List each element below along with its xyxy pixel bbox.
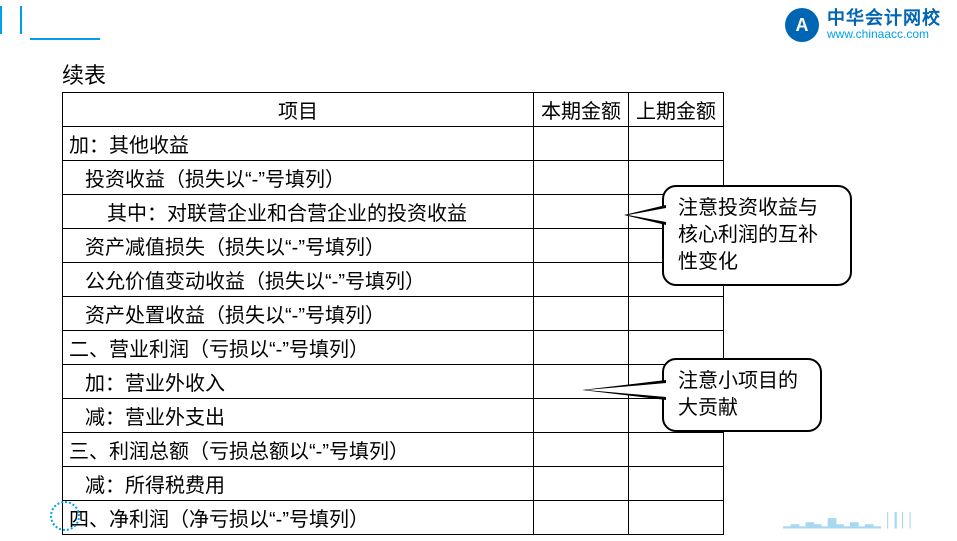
logo-en: www.chinaacc.com bbox=[827, 28, 941, 41]
callout-small-items-note: 注意小项目的大贡献 bbox=[662, 358, 822, 432]
income-statement-table: 项目 本期金额 上期金额 加：其他收益投资收益（损失以“-”号填列）其中：对联营… bbox=[62, 92, 724, 535]
cell-item: 投资收益（损失以“-”号填列） bbox=[63, 161, 534, 195]
table-row: 减：所得税费用 bbox=[63, 467, 724, 501]
cell-item: 三、利润总额（亏损总额以“-”号填列） bbox=[63, 433, 534, 467]
cell-previous-amount bbox=[629, 127, 724, 161]
callout-text: 注意小项目的大贡献 bbox=[678, 370, 798, 419]
cell-current-amount bbox=[534, 195, 629, 229]
cell-previous-amount bbox=[629, 467, 724, 501]
cell-item: 资产处置收益（损失以“-”号填列） bbox=[63, 297, 534, 331]
skyline-icon: ▁▂▁▃▂▁▅▂▁▃▁▂▁ ▏▎▏▏ bbox=[783, 513, 917, 529]
cell-item: 减：营业外支出 bbox=[63, 399, 534, 433]
table-row: 减：营业外支出 bbox=[63, 399, 724, 433]
cell-previous-amount bbox=[629, 433, 724, 467]
cell-item: 四、净利润（净亏损以“-”号填列） bbox=[63, 501, 534, 535]
table-row: 二、营业利润（亏损以“-”号填列） bbox=[63, 331, 724, 365]
cell-current-amount bbox=[534, 161, 629, 195]
header-current-amount: 本期金额 bbox=[534, 93, 629, 127]
table-body: 加：其他收益投资收益（损失以“-”号填列）其中：对联营企业和合营企业的投资收益资… bbox=[63, 127, 724, 535]
cell-item: 加：营业外收入 bbox=[63, 365, 534, 399]
logo-text: 中华会计网校 www.chinaacc.com bbox=[827, 9, 941, 42]
callout-tail-icon bbox=[582, 380, 666, 400]
cell-previous-amount bbox=[629, 297, 724, 331]
logo-cn: 中华会计网校 bbox=[827, 9, 941, 29]
cell-current-amount bbox=[534, 127, 629, 161]
cell-item: 其中：对联营企业和合营企业的投资收益 bbox=[63, 195, 534, 229]
table-row: 资产处置收益（损失以“-”号填列） bbox=[63, 297, 724, 331]
accent-line bbox=[30, 38, 100, 40]
table-row: 四、净利润（净亏损以“-”号填列） bbox=[63, 501, 724, 535]
cell-current-amount bbox=[534, 229, 629, 263]
callout-investment-note: 注意投资收益与核心利润的互补性变化 bbox=[662, 185, 852, 286]
table-row: 三、利润总额（亏损总额以“-”号填列） bbox=[63, 433, 724, 467]
cell-item: 二、营业利润（亏损以“-”号填列） bbox=[63, 331, 534, 365]
cell-current-amount bbox=[534, 433, 629, 467]
cell-current-amount bbox=[534, 501, 629, 535]
cell-current-amount bbox=[534, 399, 629, 433]
cell-current-amount bbox=[534, 331, 629, 365]
table-row: 加：其他收益 bbox=[63, 127, 724, 161]
logo-glyph-icon: A bbox=[796, 16, 809, 34]
callout-text: 注意投资收益与核心利润的互补性变化 bbox=[678, 197, 818, 273]
cell-item: 资产减值损失（损失以“-”号填列） bbox=[63, 229, 534, 263]
cell-current-amount bbox=[534, 467, 629, 501]
table-row: 投资收益（损失以“-”号填列） bbox=[63, 161, 724, 195]
corner-bars-icon bbox=[0, 6, 22, 34]
cell-item: 减：所得税费用 bbox=[63, 467, 534, 501]
brand-logo: A 中华会计网校 www.chinaacc.com bbox=[785, 8, 941, 42]
callout-tail-icon bbox=[624, 205, 666, 225]
cell-item: 公允价值变动收益（损失以“-”号填列） bbox=[63, 263, 534, 297]
table-row: 公允价值变动收益（损失以“-”号填列） bbox=[63, 263, 724, 297]
cell-current-amount bbox=[534, 297, 629, 331]
cell-item: 加：其他收益 bbox=[63, 127, 534, 161]
header-previous-amount: 上期金额 bbox=[629, 93, 724, 127]
table-row: 资产减值损失（损失以“-”号填列） bbox=[63, 229, 724, 263]
page-title: 续表 bbox=[62, 58, 106, 90]
cell-previous-amount bbox=[629, 501, 724, 535]
table-header-row: 项目 本期金额 上期金额 bbox=[63, 93, 724, 127]
cell-current-amount bbox=[534, 263, 629, 297]
logo-badge-icon: A bbox=[785, 8, 819, 42]
header-item: 项目 bbox=[63, 93, 534, 127]
